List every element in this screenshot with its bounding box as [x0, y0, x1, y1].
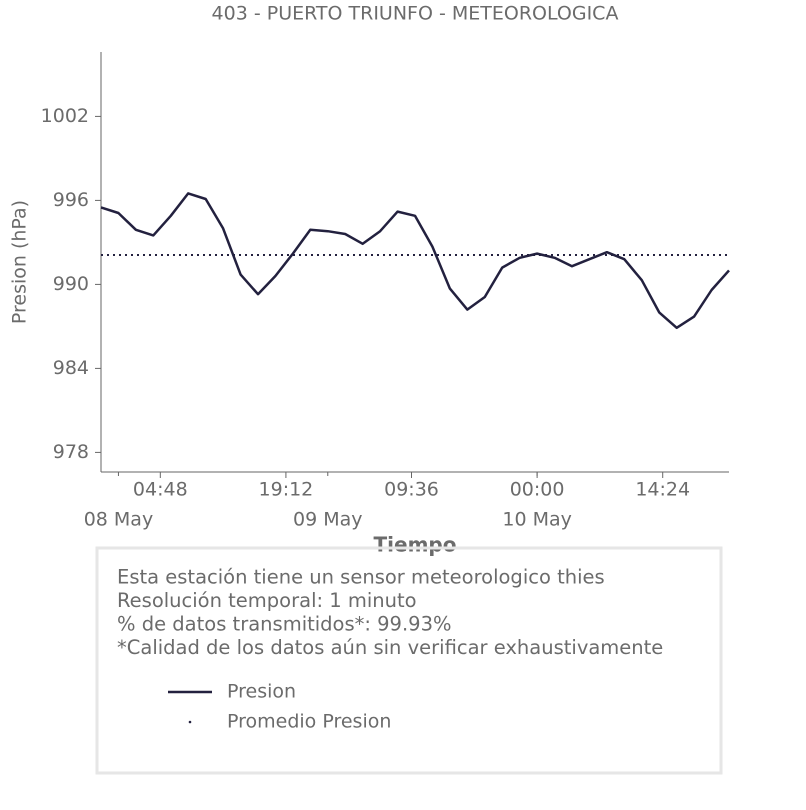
note: % de datos transmitidos*: 99.93%	[117, 613, 452, 636]
y-tick-label: 1002	[41, 105, 89, 127]
x-axis-label: Tiempo	[374, 533, 457, 557]
y-axis-label: Presion (hPa)	[9, 200, 31, 324]
info-box	[95, 546, 723, 775]
x-tick-label: 19:12	[259, 479, 314, 501]
x-tick-label: 04:48	[133, 479, 188, 501]
data-line	[100, 192, 730, 330]
chart-title: 403 - PUERTO TRIUNFO - METEOROLOGICA	[212, 3, 619, 25]
note: Esta estación tiene un sensor meteorolog…	[117, 566, 605, 589]
legend-label: Promedio Presion	[227, 711, 391, 733]
y-tick-label: 978	[53, 441, 89, 463]
x-tick-label: 00:00	[510, 479, 565, 501]
note: *Calidad de los datos aún sin verificar …	[117, 636, 663, 659]
legend-dot	[188, 720, 192, 724]
note: Resolución temporal: 1 minuto	[117, 589, 417, 612]
x-tick-label: 14:24	[635, 479, 690, 501]
legend-label: Presion	[227, 681, 296, 703]
y-tick-label: 984	[53, 357, 89, 379]
x-tick-label: 09:36	[384, 479, 439, 501]
y-tick-label: 990	[53, 273, 89, 295]
x-date-label: 08 May	[84, 509, 154, 531]
y-tick-label: 996	[53, 189, 89, 211]
x-date-label: 09 May	[293, 509, 363, 531]
x-date-label: 10 May	[502, 509, 572, 531]
